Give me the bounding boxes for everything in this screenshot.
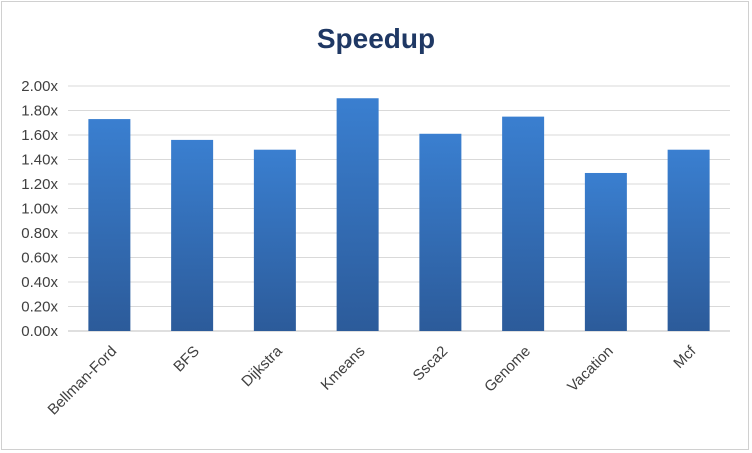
y-tick-label: 0.00x — [21, 323, 58, 340]
y-tick-label: 2.00x — [21, 78, 58, 95]
x-tick-label: Kmeans — [318, 343, 369, 394]
y-tick-label: 0.40x — [21, 274, 58, 291]
bar-ssca2 — [419, 133, 462, 331]
bar-bfs — [171, 139, 214, 331]
x-tick-label: Ssca2 — [410, 343, 452, 385]
x-tick-label: Dijkstra — [238, 342, 286, 390]
y-tick-label: 0.80x — [21, 225, 58, 242]
x-tick-label: Vacation — [564, 343, 617, 396]
bar-dijkstra — [253, 149, 296, 331]
bar-genome — [502, 116, 545, 331]
x-tick-label: Bellman-Ford — [45, 343, 121, 419]
x-tick-label: BFS — [170, 343, 203, 376]
bar-bellman-ford — [88, 119, 131, 331]
y-tick-label: 1.00x — [21, 201, 58, 218]
y-tick-label: 1.40x — [21, 152, 58, 169]
x-tick-label: Genome — [481, 343, 534, 396]
y-tick-label: 1.80x — [21, 103, 58, 120]
bar-kmeans — [336, 98, 379, 331]
y-tick-label: 0.60x — [21, 250, 58, 267]
y-tick-label: 1.60x — [21, 127, 58, 144]
bar-vacation — [584, 172, 627, 331]
x-tick-label: Mcf — [670, 342, 700, 372]
y-tick-label: 1.20x — [21, 176, 58, 193]
chart-title: Speedup — [317, 23, 435, 54]
bar-mcf — [667, 149, 710, 331]
y-tick-label: 0.20x — [21, 299, 58, 316]
